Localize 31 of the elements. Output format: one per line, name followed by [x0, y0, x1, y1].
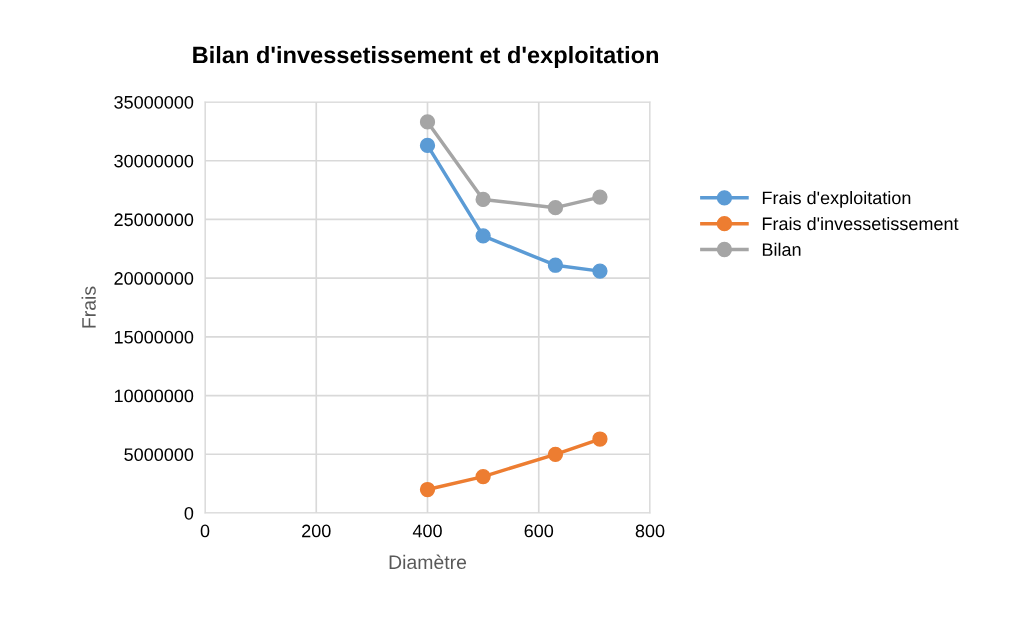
x-tick-label: 200: [302, 524, 331, 538]
point: [547, 257, 564, 273]
point: [475, 228, 491, 244]
x-tick-label: 800: [635, 524, 665, 538]
point: [475, 468, 491, 485]
point: [419, 481, 436, 498]
point: [475, 191, 491, 208]
point: [592, 263, 608, 279]
x-axis-title: Diamètre: [389, 554, 467, 570]
legend-label: Bilan: [762, 242, 801, 257]
x-tick-label: 0: [200, 524, 210, 538]
legend-label: Frais d'exploitation: [762, 191, 911, 208]
y-tick-label: 10000000: [114, 389, 194, 403]
point: [592, 189, 608, 205]
x-tick-label: 600: [524, 524, 554, 538]
point: [547, 446, 564, 462]
y-tick-label: 30000000: [114, 154, 194, 168]
point: [419, 137, 436, 154]
point: [592, 431, 608, 447]
x-tick-label: 400: [412, 524, 442, 538]
y-tick-label: 5000000: [124, 448, 194, 462]
y-tick-label: 15000000: [114, 330, 194, 344]
chart-title: Bilan d'invessetissement et d'exploitation: [193, 46, 659, 69]
point: [547, 200, 564, 216]
y-axis-title: Frais: [81, 286, 96, 328]
point: [419, 114, 436, 130]
y-tick-label: 0: [184, 506, 194, 520]
y-tick-label: 20000000: [114, 272, 194, 285]
legend-label: Frais d'invessetissement: [762, 216, 959, 231]
y-tick-label: 25000000: [114, 213, 194, 227]
y-tick-label: 35000000: [114, 95, 194, 109]
